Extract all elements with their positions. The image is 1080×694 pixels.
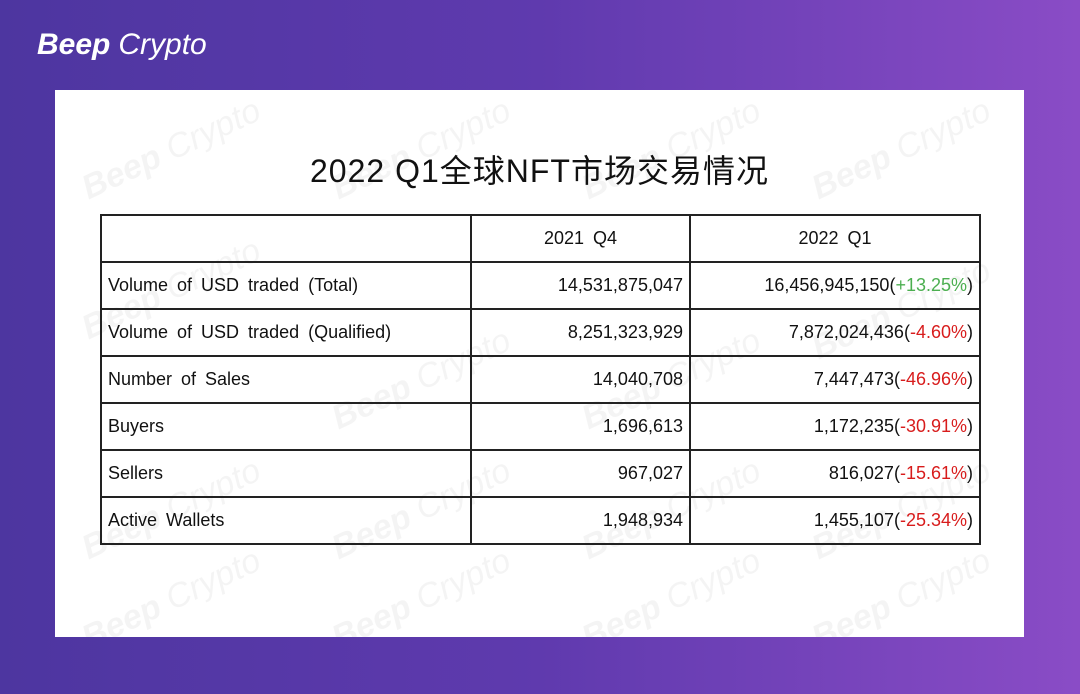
brand-logo-bold: Beep	[37, 28, 111, 61]
page-title: 2022 Q1全球NFT市场交易情况	[310, 153, 769, 189]
table-header-row: 2021 Q4 2022 Q1	[100, 214, 981, 263]
nft-market-table: 2021 Q4 2022 Q1 Volume of USD traded (To…	[100, 214, 981, 545]
q1-value: 7,447,473	[813, 369, 894, 389]
q4-value: 14,531,875,047	[470, 261, 691, 310]
row-label: Buyers	[100, 402, 472, 451]
row-label: Number of Sales	[100, 355, 472, 404]
q4-value: 967,027	[470, 449, 691, 498]
change-badge: -30.91%	[899, 416, 967, 436]
change-badge: -46.96%	[899, 369, 967, 389]
watermark: Beep Crypto	[806, 541, 997, 637]
table-row: Volume of USD traded (Qualified) 8,251,3…	[100, 308, 981, 357]
q4-value: 8,251,323,929	[470, 308, 691, 357]
row-label: Active Wallets	[100, 496, 472, 545]
brand-logo-light: Crypto	[118, 28, 207, 61]
q1-value-cell: 7,872,024,436(-4.60%)	[689, 308, 981, 357]
q1-value: 1,455,107	[813, 510, 894, 530]
q1-value-cell: 16,456,945,150(+13.25%)	[689, 261, 981, 310]
table-row: Volume of USD traded (Total) 14,531,875,…	[100, 261, 981, 310]
q1-value: 16,456,945,150	[764, 275, 890, 295]
table-row: Active Wallets 1,948,934 1,455,107(-25.3…	[100, 496, 981, 545]
header-2022-q1: 2022 Q1	[689, 214, 981, 263]
header-empty	[100, 214, 472, 263]
row-label: Volume of USD traded (Total)	[100, 261, 472, 310]
q1-value-cell: 816,027(-15.61%)	[689, 449, 981, 498]
q1-value-cell: 1,172,235(-30.91%)	[689, 402, 981, 451]
change-badge: -4.60%	[909, 322, 967, 342]
q1-value: 7,872,024,436	[788, 322, 904, 342]
watermark: Beep Crypto	[76, 541, 267, 637]
q4-value: 1,948,934	[470, 496, 691, 545]
q4-value: 1,696,613	[470, 402, 691, 451]
row-label: Volume of USD traded (Qualified)	[100, 308, 472, 357]
q4-value: 14,040,708	[470, 355, 691, 404]
table-row: Buyers 1,696,613 1,172,235(-30.91%)	[100, 402, 981, 451]
change-badge: -15.61%	[899, 463, 967, 483]
change-badge: -25.34%	[899, 510, 967, 530]
table-row: Sellers 967,027 816,027(-15.61%)	[100, 449, 981, 498]
content-card: Beep Crypto Beep Crypto Beep Crypto Beep…	[55, 90, 1024, 637]
q1-value: 816,027	[828, 463, 894, 483]
watermark: Beep Crypto	[576, 541, 767, 637]
q1-value: 1,172,235	[813, 416, 894, 436]
q1-value-cell: 7,447,473(-46.96%)	[689, 355, 981, 404]
brand-logo: Beep Crypto	[37, 28, 207, 62]
header-2021-q4: 2021 Q4	[470, 214, 691, 263]
table-row: Number of Sales 14,040,708 7,447,473(-46…	[100, 355, 981, 404]
change-badge: +13.25%	[895, 275, 967, 295]
row-label: Sellers	[100, 449, 472, 498]
q1-value-cell: 1,455,107(-25.34%)	[689, 496, 981, 545]
watermark: Beep Crypto	[326, 541, 517, 637]
